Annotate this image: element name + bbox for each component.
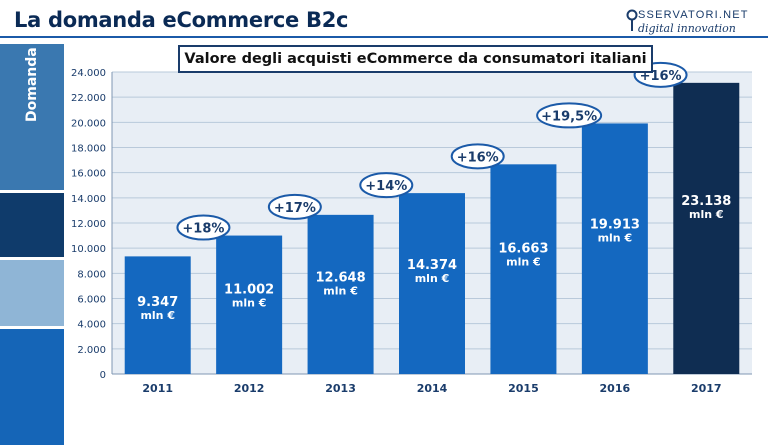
y-tick-label: 2.000 [77,345,106,356]
x-tick-label: 2012 [234,382,265,395]
bar-value-label: 19.913 [590,218,640,233]
bar-value-label: 12.648 [315,271,365,286]
growth-label: +16% [457,150,499,165]
bar-unit-label: mln € [140,309,175,322]
logo-subtitle: digital innovation [638,22,736,35]
growth-bubble [176,214,231,241]
bar-value-label: 9.347 [137,295,178,310]
bar [307,214,374,374]
bar [673,82,740,374]
x-tick-label: 2011 [142,382,173,395]
y-tick-label: 18.000 [71,144,106,155]
bar [399,193,465,374]
growth-bubble [450,143,505,170]
sidebar-block-2 [0,193,64,257]
chart-title: Valore degli acquisti eCommerce da consu… [178,45,653,73]
bar [216,235,283,374]
title-divider [0,36,768,38]
growth-label: +14% [365,179,407,194]
growth-bubble [359,172,414,199]
growth-label: +19,5% [541,109,597,124]
x-tick-label: 2015 [508,382,539,395]
y-tick-label: 22.000 [71,93,106,104]
x-tick-label: 2017 [691,382,722,395]
bar-unit-label: mln € [506,255,541,268]
logo-pin-icon [626,9,638,31]
bar-value-label: 23.138 [681,194,731,209]
sidebar-block-3 [0,260,64,326]
y-tick-label: 4.000 [77,320,106,331]
sidebar-block-domanda [0,44,64,190]
x-tick-label: 2013 [325,382,356,395]
growth-bubble [536,102,603,129]
y-tick-label: 0 [100,370,106,381]
bar [581,123,648,374]
bar [124,256,191,374]
bar-unit-label: mln € [323,285,358,298]
y-tick-label: 12.000 [71,219,106,230]
bar-value-label: 14.374 [407,258,457,273]
bar-unit-label: mln € [689,208,724,221]
growth-label: +18% [182,222,224,237]
bar-unit-label: mln € [415,272,450,285]
y-tick-label: 16.000 [71,169,106,180]
y-tick-label: 6.000 [77,295,106,306]
y-tick-label: 10.000 [71,244,106,255]
y-tick-label: 14.000 [71,194,106,205]
logo-brand: SSERVATORI.NET [638,9,749,21]
bar-unit-label: mln € [232,297,267,310]
y-tick-label: 24.000 [71,68,106,79]
bar [490,164,557,374]
page-title: La domanda eCommerce B2c [14,8,349,32]
bar-value-label: 11.002 [224,283,274,298]
x-tick-label: 2016 [600,382,631,395]
y-tick-label: 8.000 [77,269,106,280]
growth-label: +17% [274,201,316,216]
bar-unit-label: mln € [598,232,633,245]
y-tick-label: 20.000 [71,118,106,129]
bar-value-label: 16.663 [498,241,548,256]
osservatori-logo: SSERVATORI.NET digital innovation [626,8,758,38]
growth-bubble [267,193,322,220]
x-tick-label: 2014 [417,382,448,395]
